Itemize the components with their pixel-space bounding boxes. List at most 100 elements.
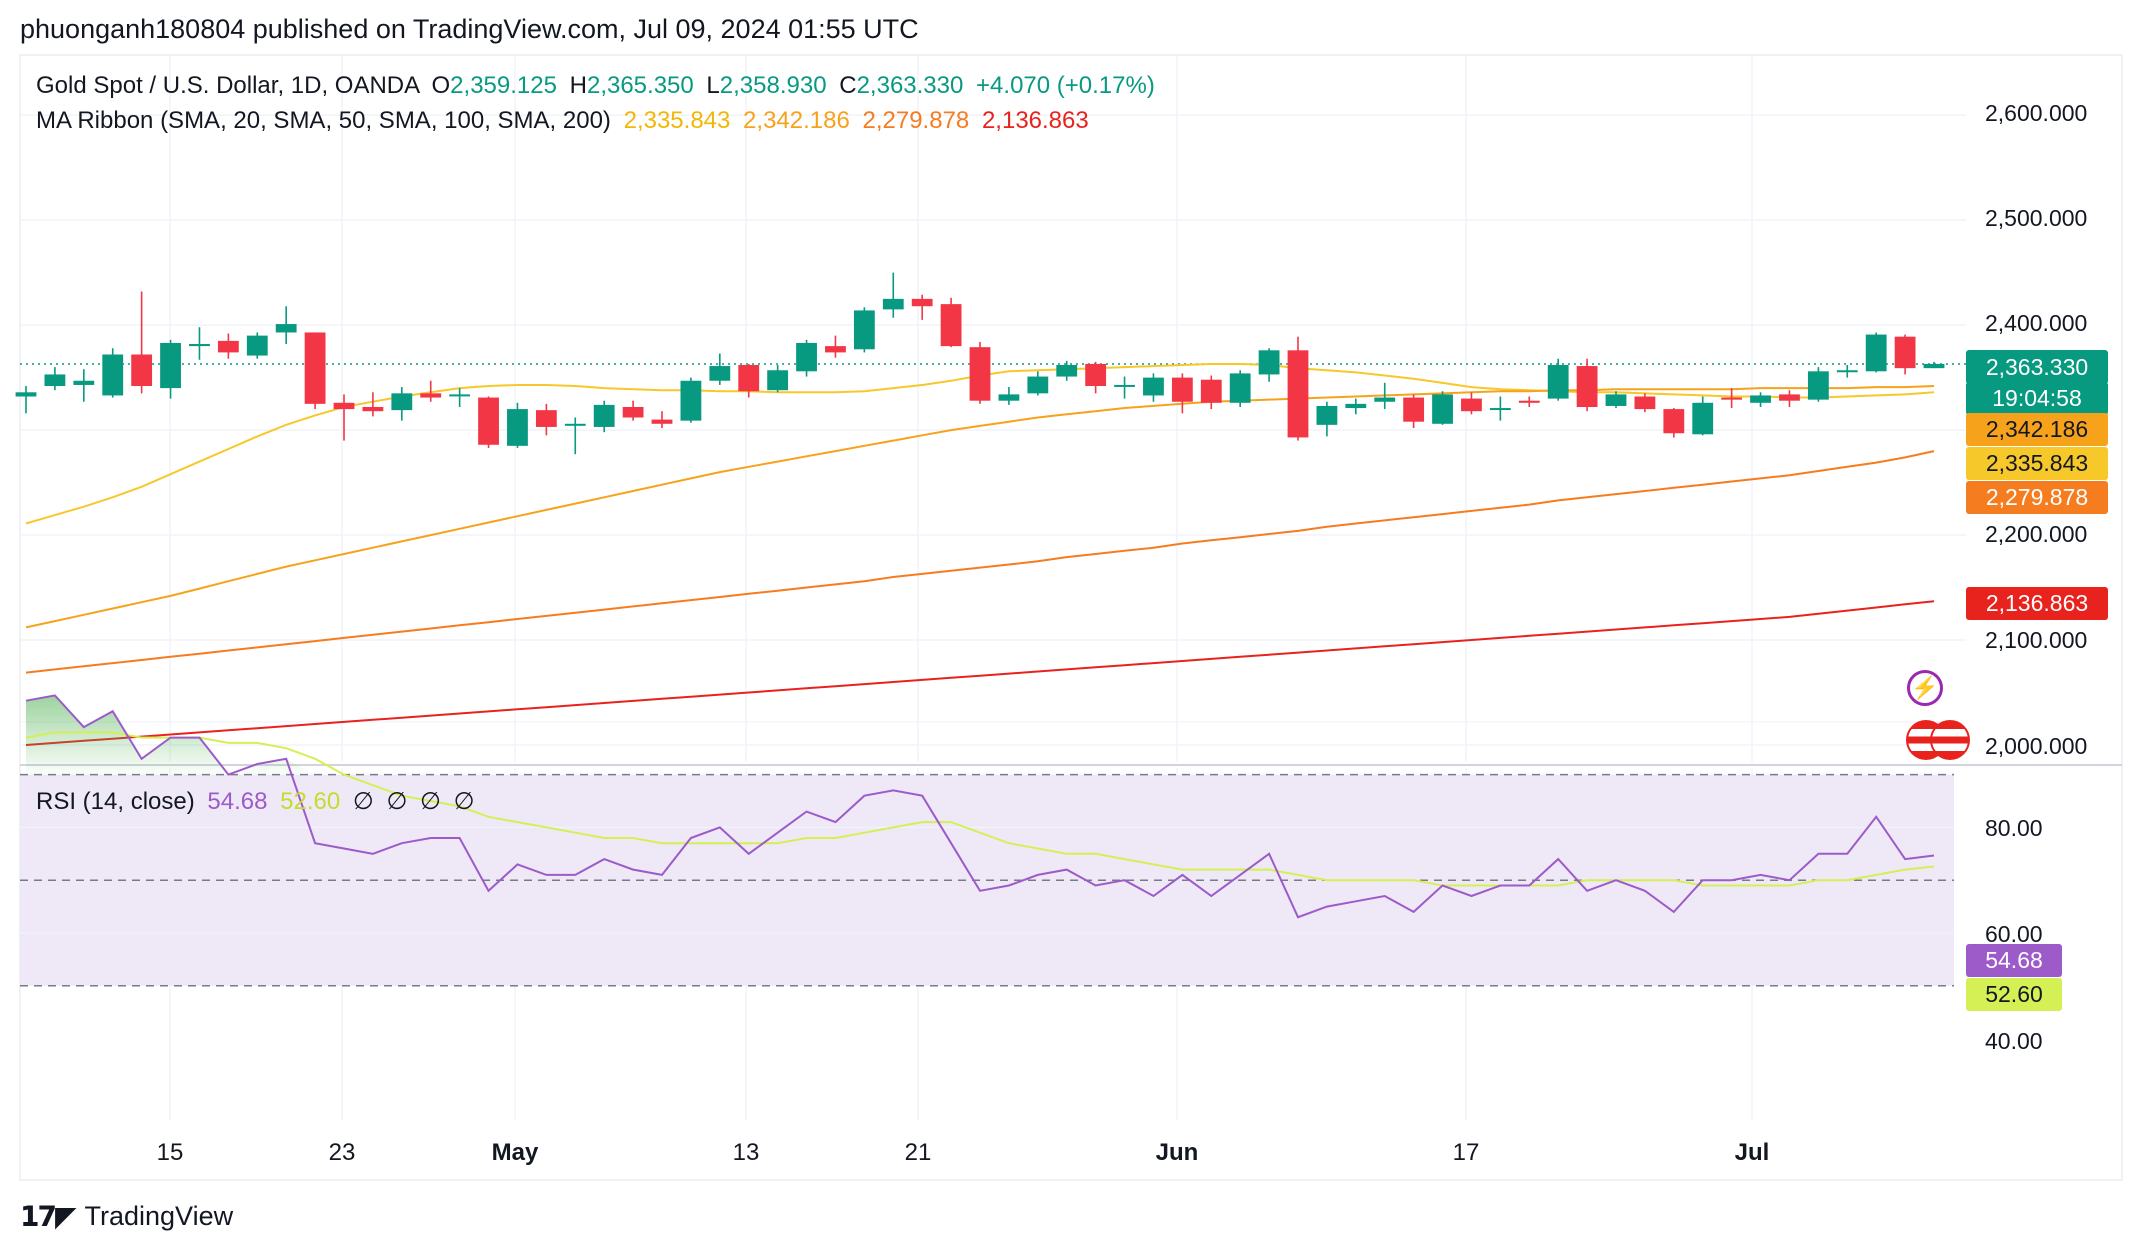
rsi-badge: 54.68 [1966,944,2062,977]
rsi-empty-4: ∅ [453,788,475,815]
candle-body-down [1287,350,1309,438]
publish-line: phuonganh180804 published on TradingView… [20,14,919,44]
candle-body-down [304,332,326,404]
candle-body-up [449,394,471,397]
candle-body-up [1027,376,1049,394]
open-value: 2,359.125 [450,72,557,99]
candle-body-down [1576,366,1598,407]
candle-body-down [420,393,442,398]
brand-name: TradingView [84,1201,234,1231]
price-axis-label: 2,400.000 [1985,310,2088,336]
x-axis-label: 17 [1452,1139,1480,1166]
candle-body-down [362,406,384,412]
candle-body-up [564,423,586,426]
candle-body-up [1345,403,1367,409]
sma50-line [25,385,1935,629]
candle-body-down [1721,397,1743,400]
rsi-value: 54.68 [207,788,268,815]
rsi-title[interactable]: RSI (14, close) [36,788,195,815]
ma-ribbon-title[interactable]: MA Ribbon (SMA, 20, SMA, 50, SMA, 100, S… [36,107,611,134]
candle-body-down [1085,363,1107,387]
price-axis-label: 2,500.000 [1985,205,2088,231]
candle-body-down [1403,397,1425,422]
candle-body-down [1779,394,1800,401]
price-axis-label: 2,200.000 [1985,521,2088,547]
candle-body-up [44,374,66,387]
sma50-value: 2,342.186 [743,107,850,134]
x-axis-label: 23 [328,1139,356,1166]
candle-body-down [131,354,153,387]
candle-body-down [535,410,557,427]
rsi-axis-label: 40.00 [1985,1028,2043,1054]
candle-body-up [796,342,817,372]
ma-ribbon-legend: MA Ribbon (SMA, 20, SMA, 50, SMA, 100, S… [36,107,1089,135]
lightning-event-icon[interactable]: ⚡ [1907,670,1943,706]
chart-frame [19,54,2123,1181]
candle-body-down [1518,400,1540,403]
candle-body-up [391,393,413,411]
candle-body-up [1229,373,1251,403]
candle-body-down [1171,377,1193,402]
candle-body-up [102,354,124,396]
candle-body-up [507,409,528,446]
sma200-value: 2,136.863 [981,107,1089,134]
candle-body-up [1258,350,1280,375]
x-axis-label: Jul [1734,1139,1770,1166]
rsi-empty-2: ∅ [386,788,408,815]
candle-body-up [709,366,731,381]
candle-body-up [1750,395,1771,403]
last-price-badge: 2,363.330 [1966,350,2108,384]
candle-body-up [1692,402,1714,435]
close-value: 2,363.330 [856,72,964,99]
close-label: C [839,72,857,99]
candle-body-up [1489,408,1511,411]
candle-body-up [1114,384,1135,387]
candle-body-up [1547,365,1569,399]
candle-body-up [15,392,37,397]
candle-body-down [738,365,760,392]
price-axis-label: 2,600.000 [1985,100,2088,126]
rsi-empty-3: ∅ [420,788,441,815]
candle-body-down [1663,409,1685,434]
candle-body-up [73,380,95,385]
candle-body-down [911,298,933,307]
candle-body-up [1865,334,1887,372]
candle-body-up [1374,397,1396,402]
x-axis-label: 13 [732,1139,760,1166]
sma200-line [25,600,1935,746]
high-value: 2,365.350 [586,72,694,99]
sma200-badge: 2,136.863 [1966,587,2108,620]
change-value: +4.070 (+0.17%) [976,72,1155,99]
us-flag-event-icon[interactable] [1930,720,1970,760]
candle-body-up [1432,394,1453,424]
candle-body-up [882,298,904,310]
symbol-name[interactable]: Gold Spot / U.S. Dollar, 1D, OANDA [36,72,419,99]
low-value: 2,358.930 [719,72,827,99]
candle-body-down [478,397,499,445]
candle-body-up [680,380,702,421]
x-axis-label: May [491,1139,539,1166]
sma20-value: 2,335.843 [623,107,731,134]
candle-body-down [825,346,846,353]
candle-body-up [1807,371,1829,400]
candle-body-up [160,342,181,389]
candle-body-down [1200,379,1222,403]
rsi-line [25,694,1935,919]
candle-body-down [1461,398,1482,412]
countdown-badge: 19:04:58 [1966,382,2108,415]
symbol-legend: Gold Spot / U.S. Dollar, 1D, OANDA O2,35… [36,72,1155,100]
tradingview-logo-icon: 𝟭𝟳◤ [20,1201,76,1232]
candle-body-up [1316,405,1338,425]
candle-body-down [217,340,239,353]
rsi-axis-label: 60.00 [1985,921,2043,947]
x-axis-label: 15 [156,1139,184,1166]
rsi-empty-1: ∅ [352,788,374,815]
sma50-badge: 2,342.186 [1966,413,2108,446]
rsi-legend: RSI (14, close) 54.68 52.60 ∅ ∅ ∅ ∅ [36,787,475,816]
candle-body-up [246,335,268,356]
tradingview-brand[interactable]: 𝟭𝟳◤ TradingView [20,1200,233,1233]
sma100-line [25,450,1935,674]
sma100-badge: 2,279.878 [1966,481,2108,514]
